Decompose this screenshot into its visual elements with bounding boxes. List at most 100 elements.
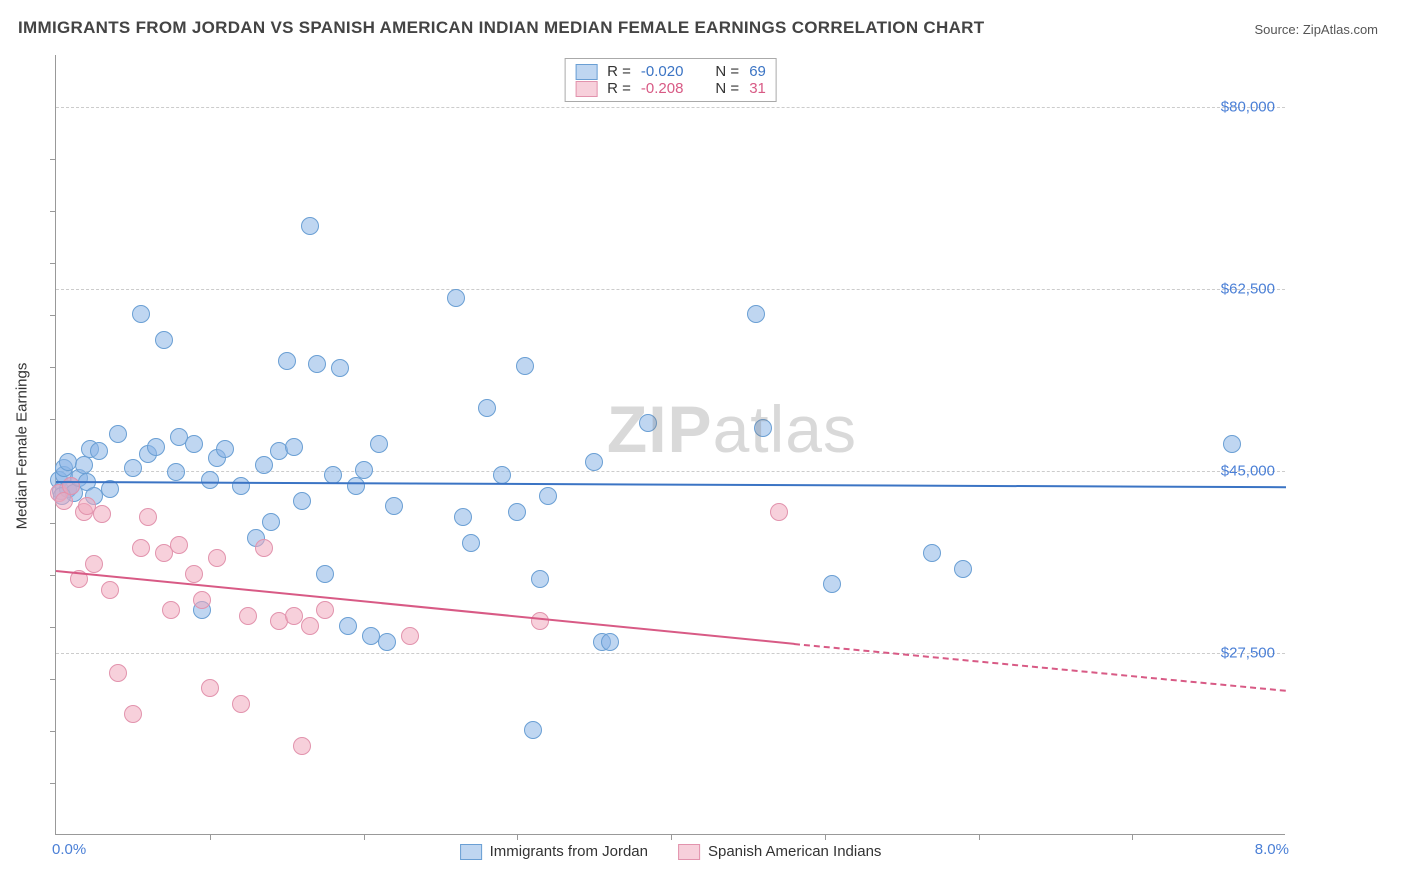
data-point	[132, 305, 150, 323]
data-point	[255, 539, 273, 557]
r-value-2: -0.208	[641, 80, 684, 97]
data-point	[285, 438, 303, 456]
data-point	[62, 477, 80, 495]
r-label-2: R =	[607, 80, 631, 97]
data-point	[139, 508, 157, 526]
r-value-1: -0.020	[641, 63, 684, 80]
data-point	[162, 601, 180, 619]
data-point	[262, 513, 280, 531]
x-tick	[364, 834, 365, 840]
data-point	[370, 435, 388, 453]
data-point	[331, 359, 349, 377]
data-point	[132, 539, 150, 557]
legend-item-2: Spanish American Indians	[678, 843, 881, 860]
data-point	[75, 456, 93, 474]
data-point	[493, 466, 511, 484]
data-point	[124, 705, 142, 723]
x-tick	[210, 834, 211, 840]
data-point	[101, 581, 119, 599]
x-tick	[517, 834, 518, 840]
n-label-2: N =	[715, 80, 739, 97]
legend-label-2: Spanish American Indians	[708, 843, 881, 860]
data-point	[524, 721, 542, 739]
data-point	[770, 503, 788, 521]
x-tick	[979, 834, 980, 840]
y-tick	[50, 367, 56, 368]
swatch-series-2	[575, 81, 597, 97]
legend-item-1: Immigrants from Jordan	[460, 843, 648, 860]
data-point	[232, 477, 250, 495]
y-tick	[50, 419, 56, 420]
x-tick	[825, 834, 826, 840]
gridline	[56, 107, 1285, 108]
n-value-1: 69	[749, 63, 766, 80]
y-tick	[50, 211, 56, 212]
y-tick	[50, 315, 56, 316]
data-point	[539, 487, 557, 505]
data-point	[124, 459, 142, 477]
data-point	[109, 664, 127, 682]
data-point	[1223, 435, 1241, 453]
series-legend: Immigrants from Jordan Spanish American …	[460, 843, 882, 860]
y-tick	[50, 263, 56, 264]
data-point	[85, 555, 103, 573]
n-value-2: 31	[749, 80, 766, 97]
data-point	[216, 440, 234, 458]
y-tick	[50, 523, 56, 524]
n-label-1: N =	[715, 63, 739, 80]
data-point	[232, 695, 250, 713]
data-point	[185, 435, 203, 453]
data-point	[347, 477, 365, 495]
gridline	[56, 471, 1285, 472]
data-point	[55, 492, 73, 510]
data-point	[823, 575, 841, 593]
data-point	[339, 617, 357, 635]
data-point	[208, 549, 226, 567]
data-point	[454, 508, 472, 526]
y-tick-label: $45,000	[1221, 463, 1275, 480]
data-point	[531, 612, 549, 630]
data-point	[401, 627, 419, 645]
y-tick-label: $62,500	[1221, 281, 1275, 298]
y-axis-label: Median Female Earnings	[14, 363, 31, 530]
stats-row-2: R = -0.208 N = 31	[575, 80, 766, 97]
swatch-series-1	[575, 64, 597, 80]
data-point	[478, 399, 496, 417]
data-point	[462, 534, 480, 552]
data-point	[447, 289, 465, 307]
data-point	[170, 536, 188, 554]
y-tick-label: $27,500	[1221, 645, 1275, 662]
x-tick-max: 8.0%	[1255, 841, 1289, 858]
data-point	[201, 679, 219, 697]
gridline	[56, 289, 1285, 290]
y-tick	[50, 679, 56, 680]
data-point	[378, 633, 396, 651]
legend-label-1: Immigrants from Jordan	[490, 843, 648, 860]
stats-row-1: R = -0.020 N = 69	[575, 63, 766, 80]
data-point	[508, 503, 526, 521]
data-point	[155, 331, 173, 349]
data-point	[93, 505, 111, 523]
x-tick	[671, 834, 672, 840]
y-tick	[50, 575, 56, 576]
data-point	[355, 461, 373, 479]
x-tick	[1132, 834, 1133, 840]
data-point	[293, 737, 311, 755]
legend-swatch-2	[678, 844, 700, 860]
data-point	[239, 607, 257, 625]
data-point	[201, 471, 219, 489]
data-point	[109, 425, 127, 443]
data-point	[316, 601, 334, 619]
gridline	[56, 653, 1285, 654]
data-point	[385, 497, 403, 515]
data-point	[293, 492, 311, 510]
y-tick	[50, 159, 56, 160]
data-point	[954, 560, 972, 578]
legend-swatch-1	[460, 844, 482, 860]
data-point	[316, 565, 334, 583]
trend-line-extrapolated	[794, 643, 1286, 692]
data-point	[516, 357, 534, 375]
data-point	[923, 544, 941, 562]
data-point	[531, 570, 549, 588]
data-point	[301, 217, 319, 235]
